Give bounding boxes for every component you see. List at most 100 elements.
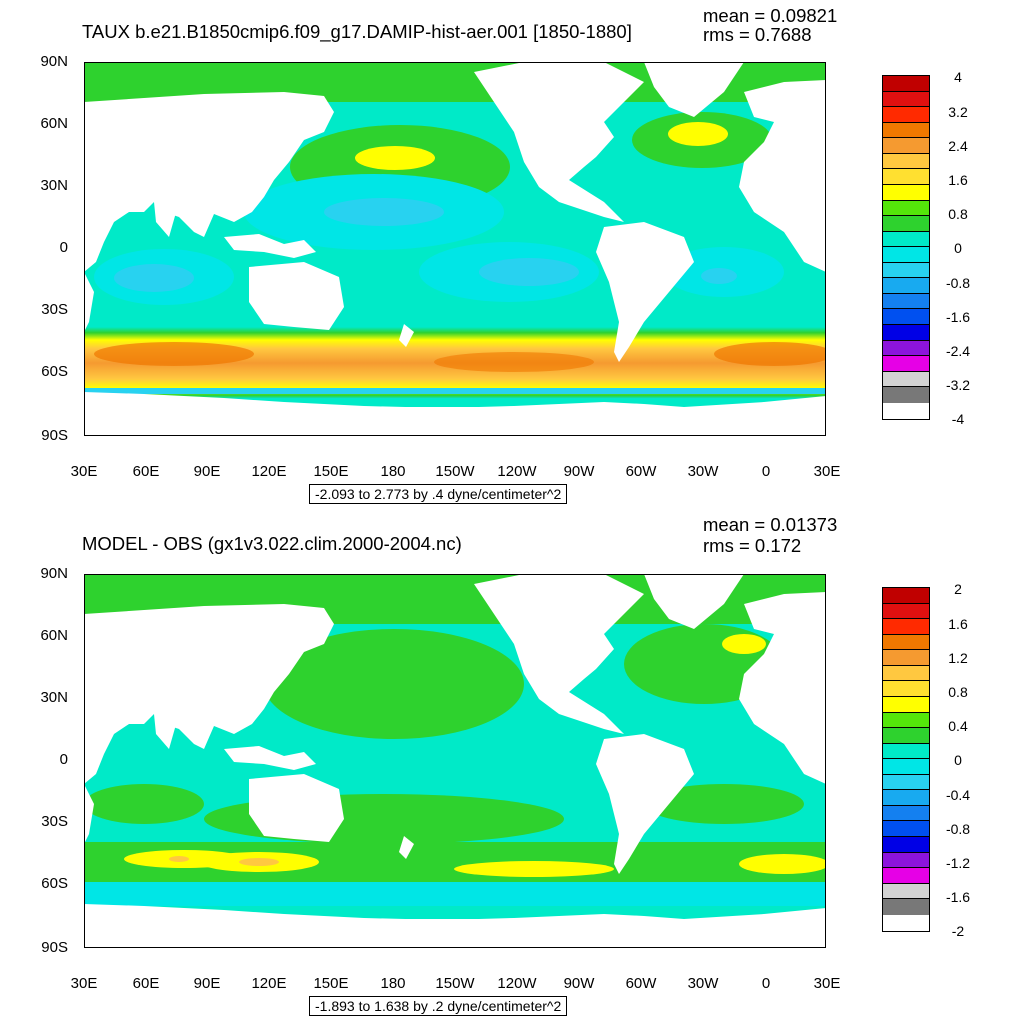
colorbar-label: -4 [951, 411, 965, 427]
land-mask [84, 62, 826, 436]
colorbar-swatch [883, 743, 929, 760]
colorbar-swatch [883, 231, 929, 248]
lon-label: 120E [251, 975, 287, 992]
colorbar-label: 1.6 [948, 172, 968, 188]
lat-label: 60N [40, 627, 68, 644]
lat-label: 90S [41, 427, 68, 444]
colorbar-label: 1.2 [948, 650, 968, 666]
colorbar-label: -2.4 [945, 343, 971, 359]
mean-value: mean = 0.01373 [703, 514, 838, 535]
map-plot [84, 574, 826, 948]
colorbar-label: -1.2 [945, 855, 971, 871]
lon-label: 0 [761, 463, 771, 480]
colorbar-label: 0 [954, 240, 962, 256]
lon-label: 0 [761, 975, 771, 992]
lon-label: 180 [380, 975, 406, 992]
colorbar-swatch [883, 371, 929, 388]
colorbar-swatch [883, 76, 929, 92]
lon-label: 30E [813, 975, 841, 992]
lon-label: 90E [193, 975, 221, 992]
colorbar-swatch [883, 696, 929, 713]
colorbar-swatch [883, 821, 929, 837]
colorbar-swatch [883, 200, 929, 217]
colorbar-swatch [883, 805, 929, 822]
colorbar-label: 0 [954, 752, 962, 768]
lon-label: 150W [435, 975, 475, 992]
colorbar-label: -1.6 [945, 889, 971, 905]
colorbar-swatch [883, 837, 929, 853]
colorbar-label: 0.4 [948, 718, 968, 734]
colorbar-swatch [883, 899, 929, 915]
lon-label: 30E [70, 463, 98, 480]
lon-label: 60W [625, 975, 657, 992]
lon-label: 90E [193, 463, 221, 480]
lon-label: 150W [435, 463, 475, 480]
colorbar-label: 2 [954, 581, 962, 597]
mean-value: mean = 0.09821 [703, 5, 838, 26]
colorbar-swatch [883, 790, 929, 806]
lat-label: 30S [41, 813, 68, 830]
lat-label: 0 [59, 751, 68, 768]
colorbar-label: 0.8 [948, 684, 968, 700]
lat-label: 60S [41, 363, 68, 380]
colorbar-swatch [883, 665, 929, 682]
colorbar-label: 0.8 [948, 206, 968, 222]
colorbar-swatch [883, 650, 929, 666]
colorbar-swatch [883, 138, 929, 154]
lat-label: 30N [40, 689, 68, 706]
colorbar-label: 3.2 [948, 104, 968, 120]
panel-title: TAUX b.e21.B1850cmip6.f09_g17.DAMIP-hist… [82, 21, 632, 42]
colorbar-swatch [883, 356, 929, 372]
lat-label: 60S [41, 875, 68, 892]
colorbar-swatch [883, 153, 929, 170]
lon-label: 150E [313, 975, 349, 992]
colorbar-swatch [883, 122, 929, 139]
colorbar-label: -0.8 [945, 275, 971, 291]
lon-label: 60E [132, 975, 160, 992]
colorbar-swatch [883, 634, 929, 651]
lon-label: 30E [70, 975, 98, 992]
colorbar [882, 587, 930, 932]
lon-label: 30W [687, 975, 719, 992]
colorbar [882, 75, 930, 420]
colorbar-swatch [883, 868, 929, 884]
lon-label: 150E [313, 463, 349, 480]
colorbar-swatch [883, 216, 929, 232]
lon-label: 30W [687, 463, 719, 480]
colorbar-swatch [883, 588, 929, 604]
colorbar-swatch [883, 387, 929, 403]
lon-label: 90W [563, 463, 595, 480]
lon-label: 30E [813, 463, 841, 480]
lon-label: 60W [625, 463, 657, 480]
colorbar-label: -2 [951, 923, 965, 939]
colorbar-swatch [883, 293, 929, 310]
lon-label: 180 [380, 463, 406, 480]
map-svg [84, 574, 826, 948]
colorbar-label: -3.2 [945, 377, 971, 393]
colorbar-label: -1.6 [945, 309, 971, 325]
lon-label: 120W [497, 463, 537, 480]
colorbar-swatch [883, 712, 929, 729]
lat-label: 0 [59, 239, 68, 256]
lon-label: 120W [497, 975, 537, 992]
colorbar-swatch [883, 278, 929, 294]
colorbar-swatch [883, 262, 929, 279]
colorbar-swatch [883, 247, 929, 263]
colorbar-swatch [883, 883, 929, 900]
colorbar-label: -0.4 [945, 787, 971, 803]
panel-taux: TAUX b.e21.B1850cmip6.f09_g17.DAMIP-hist… [40, 5, 971, 504]
map-svg [84, 62, 826, 436]
lat-label: 90N [40, 565, 68, 582]
colorbar-label: 2.4 [948, 138, 968, 154]
lat-label: 60N [40, 115, 68, 132]
colorbar-label: 4 [954, 69, 962, 85]
panel-model-minus-obs: MODEL - OBS (gx1v3.022.clim.2000-2004.nc… [0, 512, 1024, 1024]
colorbar-swatch [883, 619, 929, 635]
colorbar-swatch [883, 852, 929, 869]
panel-title: MODEL - OBS (gx1v3.022.clim.2000-2004.nc… [82, 533, 462, 554]
lat-label: 30S [41, 301, 68, 318]
map-plot [84, 62, 826, 436]
colorbar-swatch [883, 309, 929, 325]
colorbar-swatch [883, 774, 929, 791]
colorbar-swatch [883, 169, 929, 185]
